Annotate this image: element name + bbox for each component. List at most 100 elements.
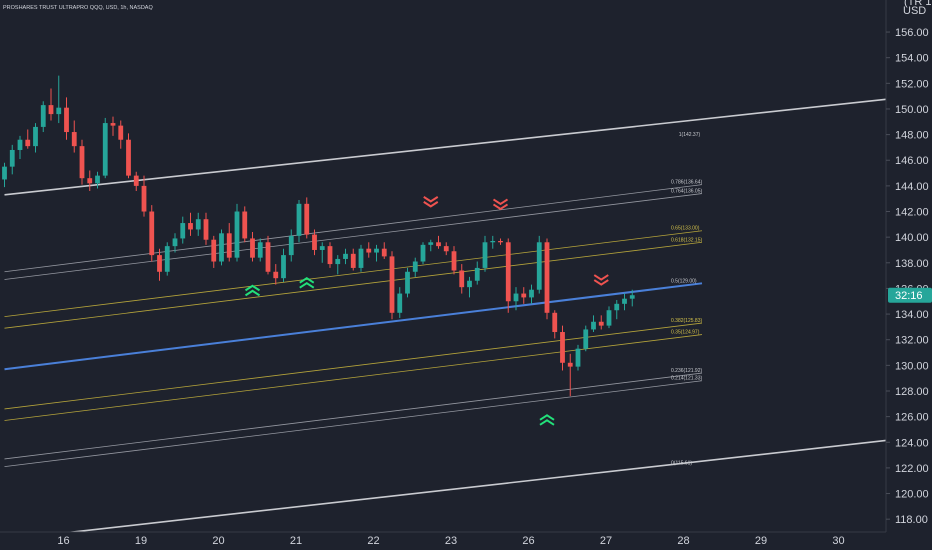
candle-body-36 bbox=[281, 255, 286, 279]
candle-body-7 bbox=[56, 107, 62, 115]
candle-body-28 bbox=[219, 233, 224, 262]
candle-body-29 bbox=[226, 233, 232, 258]
fib-label-3: 0.65(133.00) bbox=[671, 226, 700, 232]
candle-body-21 bbox=[164, 246, 170, 272]
y-tick-label-16: 124.00 bbox=[895, 437, 929, 449]
fib-label-6: 0.382(125.83) bbox=[671, 318, 702, 324]
candle-body-20 bbox=[157, 255, 162, 272]
buy-arrow-icon-2-0 bbox=[539, 414, 555, 421]
candle-body-47 bbox=[366, 248, 372, 253]
candle-body-68 bbox=[529, 289, 534, 298]
fib-label-9: 0.214(121.33) bbox=[671, 376, 702, 382]
candle-body-65 bbox=[505, 242, 511, 302]
candle-body-38 bbox=[296, 203, 302, 236]
candle-body-23 bbox=[180, 223, 186, 239]
candle-body-6 bbox=[48, 105, 54, 115]
time-axis[interactable] bbox=[0, 532, 932, 550]
arrow-layer bbox=[244, 196, 609, 426]
candle-body-16 bbox=[126, 139, 131, 176]
candle-body-11 bbox=[87, 178, 93, 184]
x-tick-label-1: 19 bbox=[135, 535, 147, 547]
symbol-title: PROSHARES TRUST ULTRAPRO QQQ, USD, 1h, N… bbox=[3, 5, 153, 11]
y-tick-label-18: 120.00 bbox=[895, 489, 929, 501]
y-tick-label-7: 142.00 bbox=[895, 207, 929, 219]
sell-arrow-icon-0-0 bbox=[423, 201, 439, 208]
candle-body-18 bbox=[141, 185, 147, 212]
candle-body-8 bbox=[64, 107, 69, 133]
x-tick-label-9: 29 bbox=[755, 535, 767, 547]
candle-body-78 bbox=[606, 310, 612, 326]
candle-body-70 bbox=[544, 242, 550, 313]
candle-body-56 bbox=[436, 242, 441, 247]
buy-arrow-icon-1-0 bbox=[299, 276, 315, 284]
candle-body-54 bbox=[420, 244, 426, 262]
candle-body-74 bbox=[575, 348, 581, 367]
y-tick-label-4: 148.00 bbox=[895, 130, 929, 142]
candle-layer bbox=[2, 75, 635, 397]
candle-body-12 bbox=[95, 175, 100, 184]
candle-body-41 bbox=[319, 246, 325, 250]
x-tick-label-8: 28 bbox=[677, 535, 689, 547]
candle-body-42 bbox=[327, 246, 333, 265]
candle-body-39 bbox=[304, 203, 310, 235]
fib-label-1: 0.786(136.64) bbox=[671, 180, 702, 186]
sell-arrow-icon-1-0 bbox=[492, 203, 509, 211]
buy-arrow-icon-0-1 bbox=[244, 289, 261, 297]
y-tick-label-8: 140.00 bbox=[895, 232, 929, 244]
x-tick-label-2: 20 bbox=[212, 535, 224, 547]
sell-arrow-icon-2-0 bbox=[593, 279, 609, 286]
candle-body-51 bbox=[397, 293, 403, 313]
candle-body-59 bbox=[459, 270, 465, 288]
candle-body-44 bbox=[343, 253, 348, 259]
candle-body-37 bbox=[288, 235, 294, 256]
candle-body-77 bbox=[598, 321, 604, 326]
candle-body-64 bbox=[498, 241, 503, 243]
candle-body-80 bbox=[622, 298, 627, 304]
candle-body-61 bbox=[474, 267, 480, 281]
candle-body-67 bbox=[521, 293, 527, 298]
candle-body-0 bbox=[2, 166, 7, 180]
candle-body-30 bbox=[234, 211, 240, 258]
candle-body-60 bbox=[467, 280, 472, 288]
candle-body-10 bbox=[79, 146, 85, 179]
x-tick-label-3: 21 bbox=[290, 535, 302, 547]
candle-body-22 bbox=[172, 238, 178, 247]
candle-body-1 bbox=[9, 149, 15, 167]
price-axis[interactable] bbox=[886, 0, 932, 532]
sell-arrow-icon-2-1 bbox=[593, 274, 609, 281]
candle-body-19 bbox=[149, 211, 155, 256]
candle-body-9 bbox=[71, 132, 77, 147]
fib-label-10: 0(115.61) bbox=[671, 460, 692, 466]
y-tick-label-1: 154.00 bbox=[895, 53, 929, 65]
candle-body-57 bbox=[443, 246, 449, 252]
candle-body-46 bbox=[358, 248, 364, 268]
fib-label-0: 1(142.37) bbox=[679, 132, 701, 138]
candle-body-53 bbox=[412, 261, 418, 272]
y-tick-label-12: 132.00 bbox=[895, 335, 929, 347]
y-tick-label-14: 128.00 bbox=[895, 386, 929, 398]
x-tick-label-7: 27 bbox=[600, 535, 612, 547]
candle-body-35 bbox=[273, 271, 279, 279]
candle-body-71 bbox=[552, 312, 558, 333]
buy-arrow-icon-0-0 bbox=[244, 284, 261, 292]
y-tick-label-2: 152.00 bbox=[895, 78, 929, 90]
x-tick-label-5: 23 bbox=[445, 535, 457, 547]
price-box-top-label: (TR 1h) bbox=[904, 0, 932, 8]
candle-body-34 bbox=[265, 242, 271, 272]
y-tick-label-19: 118.00 bbox=[895, 514, 928, 526]
candle-body-69 bbox=[536, 242, 542, 290]
channel-layer bbox=[4, 98, 887, 541]
y-tick-label-5: 146.00 bbox=[895, 155, 929, 167]
candle-body-49 bbox=[381, 248, 387, 257]
fib-line-8 bbox=[4, 372, 703, 460]
fib-line-10 bbox=[4, 439, 887, 541]
candle-body-26 bbox=[203, 219, 209, 240]
currency-label: USD bbox=[903, 5, 926, 17]
candle-body-58 bbox=[451, 251, 457, 271]
candle-body-66 bbox=[513, 293, 519, 302]
candle-body-63 bbox=[490, 241, 496, 243]
fib-label-4: 0.618(132.15) bbox=[671, 237, 702, 243]
